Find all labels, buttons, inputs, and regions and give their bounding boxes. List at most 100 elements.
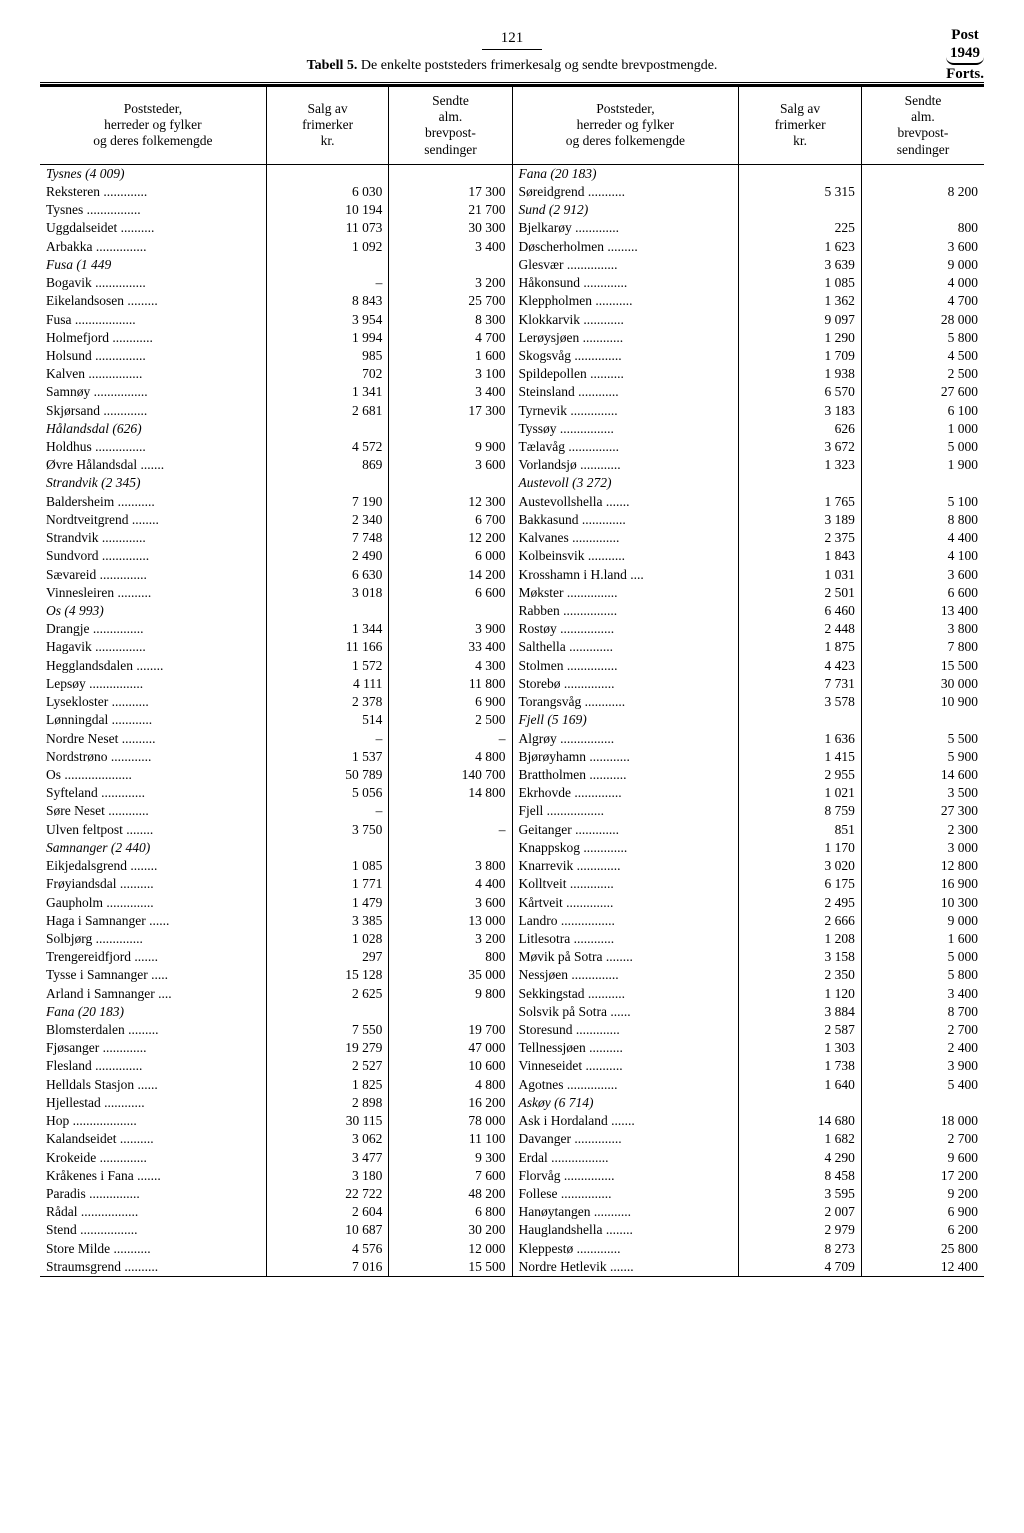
table-row: Søre Neset ............– (40, 802, 512, 820)
table-row: Holmefjord ............1 9944 700 (40, 329, 512, 347)
place-name: Nordstrøno ............ (40, 748, 266, 766)
sendte-value: 5 900 (861, 748, 984, 766)
sendte-value: 3 600 (389, 456, 512, 474)
table-row: Landro ................2 6669 000 (513, 912, 985, 930)
place-name: Tælavåg ............... (513, 438, 739, 456)
salg-value: 2 501 (739, 584, 862, 602)
place-name: Bogavik ............... (40, 274, 266, 292)
sendte-value: 9 000 (861, 256, 984, 274)
salg-value (739, 711, 862, 729)
salg-value: 3 954 (266, 311, 389, 329)
salg-value: 9 097 (739, 311, 862, 329)
table-row: Agotnes ...............1 6405 400 (513, 1076, 985, 1094)
table-row: Storebø ...............7 73130 000 (513, 675, 985, 693)
place-name: Spildepollen .......... (513, 365, 739, 383)
place-name: Geitanger ............. (513, 821, 739, 839)
table-row: Lønningdal ............5142 500 (40, 711, 512, 729)
salg-value: 5 056 (266, 784, 389, 802)
salg-value: 3 578 (739, 693, 862, 711)
place-name: Kleppholmen ........... (513, 292, 739, 310)
table-row: Florvåg ...............8 45817 200 (513, 1167, 985, 1185)
place-name: Fana (20 183) (513, 164, 739, 183)
sendte-value: 35 000 (389, 966, 512, 984)
table-row: Hjellestad ............2 89816 200 (40, 1094, 512, 1112)
sendte-value: 13 400 (861, 602, 984, 620)
table-row: Søreidgrend ...........5 3158 200 (513, 183, 985, 201)
table-row: Algrøy ................1 6365 500 (513, 730, 985, 748)
salg-value: 1 028 (266, 930, 389, 948)
place-name: Sundvord .............. (40, 547, 266, 565)
salg-value (739, 474, 862, 492)
place-name: Gaupholm .............. (40, 894, 266, 912)
sendte-value: 6 000 (389, 547, 512, 565)
table-row: Skjørsand .............2 68117 300 (40, 402, 512, 420)
salg-value: 1 085 (739, 274, 862, 292)
salg-value: 50 789 (266, 766, 389, 784)
table-row: Kårtveit ..............2 49510 300 (513, 894, 985, 912)
table-row: Kalvanes ..............2 3754 400 (513, 529, 985, 547)
place-name: Fjøsanger ............. (40, 1039, 266, 1057)
place-name: Blomsterdalen ......... (40, 1021, 266, 1039)
place-name: Glesvær ............... (513, 256, 739, 274)
table-row: Hegglandsdalen ........1 5724 300 (40, 657, 512, 675)
place-name: Fjell (5 169) (513, 711, 739, 729)
table-row: Lepsøy ................4 11111 800 (40, 675, 512, 693)
place-name: Davanger .............. (513, 1130, 739, 1148)
sendte-value: 4 400 (861, 529, 984, 547)
place-name: Kalvanes .............. (513, 529, 739, 547)
table-row: Uggdalseidet ..........11 07330 300 (40, 219, 512, 237)
place-name: Kårtveit .............. (513, 894, 739, 912)
salg-value: 1 341 (266, 383, 389, 401)
sendte-value: 10 600 (389, 1057, 512, 1075)
place-name: Hålandsdal (626) (40, 420, 266, 438)
salg-value: 6 030 (266, 183, 389, 201)
salg-value: 1 362 (739, 292, 862, 310)
year-label: 1949 (946, 44, 984, 65)
place-name: Flesland .............. (40, 1057, 266, 1075)
table-row: Helldals Stasjon ......1 8254 800 (40, 1076, 512, 1094)
place-name: Kalandseidet .......... (40, 1130, 266, 1148)
salg-value: 6 460 (739, 602, 862, 620)
place-name: Bakkasund ............. (513, 511, 739, 529)
table-row: Os (4 993) (40, 602, 512, 620)
salg-value: – (266, 730, 389, 748)
table-row: Kråkenes i Fana .......3 1807 600 (40, 1167, 512, 1185)
place-name: Lerøysjøen ............ (513, 329, 739, 347)
sendte-value: 3 500 (861, 784, 984, 802)
sendte-value: 9 600 (861, 1149, 984, 1167)
salg-value: 8 759 (739, 802, 862, 820)
sendte-value: 8 700 (861, 1003, 984, 1021)
table-row: Austevoll (3 272) (513, 474, 985, 492)
sendte-value: 30 200 (389, 1221, 512, 1239)
sendte-value: 11 800 (389, 675, 512, 693)
sendte-value (389, 256, 512, 274)
salg-value: 3 639 (739, 256, 862, 274)
place-name: Skogsvåg .............. (513, 347, 739, 365)
sendte-value (861, 474, 984, 492)
place-name: Kolbeinsvik ........... (513, 547, 739, 565)
sendte-value: 9 900 (389, 438, 512, 456)
salg-value: 1 323 (739, 456, 862, 474)
sendte-value: 33 400 (389, 638, 512, 656)
salg-value: 2 007 (739, 1203, 862, 1221)
sendte-value: 6 900 (861, 1203, 984, 1221)
salg-value (739, 201, 862, 219)
table-row: Vinneseidet ...........1 7383 900 (513, 1057, 985, 1075)
sendte-value: 12 800 (861, 857, 984, 875)
sendte-value: 140 700 (389, 766, 512, 784)
salg-value: 2 604 (266, 1203, 389, 1221)
table-row: Eikelandsosen .........8 84325 700 (40, 292, 512, 310)
place-name: Møvik på Sotra ........ (513, 948, 739, 966)
sendte-value: 17 200 (861, 1167, 984, 1185)
place-name: Os (4 993) (40, 602, 266, 620)
table-row: Os ....................50 789140 700 (40, 766, 512, 784)
salg-value: 3 750 (266, 821, 389, 839)
sendte-value: 1 000 (861, 420, 984, 438)
sendte-value: 800 (861, 219, 984, 237)
salg-value: 1 994 (266, 329, 389, 347)
salg-value: – (266, 802, 389, 820)
place-name: Hagavik ............... (40, 638, 266, 656)
place-name: Holmefjord ............ (40, 329, 266, 347)
place-name: Møkster ............... (513, 584, 739, 602)
salg-value: 14 680 (739, 1112, 862, 1130)
